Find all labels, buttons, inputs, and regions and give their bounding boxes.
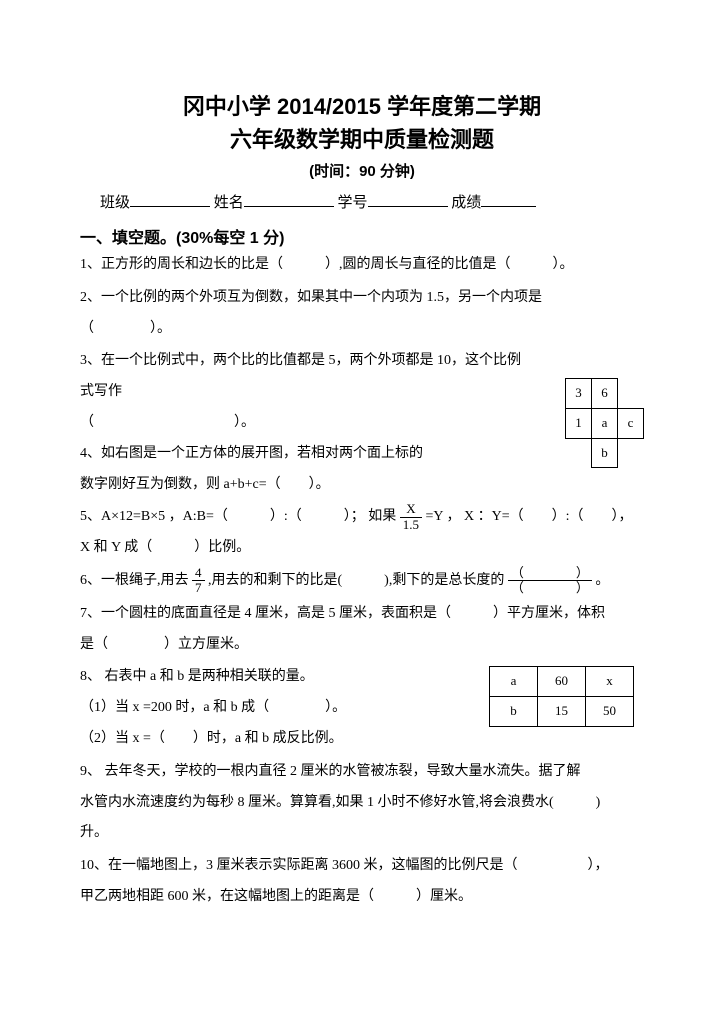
q8-cell: 60 <box>538 667 586 697</box>
net-cell: 1 <box>566 408 592 438</box>
subtitle: (时间：90 分钟) <box>80 160 644 181</box>
question-7: 7、一个圆柱的底面直径是 4 厘米，高是 5 厘米，表面积是（ ）平方厘米，体积… <box>80 599 644 661</box>
frac-den: 7 <box>192 581 205 595</box>
q8-text-a: 8、 右表中 a 和 b 是两种相关联的量。 <box>80 669 314 684</box>
q6-text-c: 。 <box>595 573 609 588</box>
question-9: 9、 去年冬天，学校的一根内直径 2 厘米的水管被冻裂，导致大量水流失。据了解 … <box>80 757 644 849</box>
cube-net-diagram: 3 6 1 a c b <box>540 378 645 468</box>
q8-text-b: （1）当 x =200 时，a 和 b 成（ ）。 <box>80 700 346 715</box>
frac-den: 1.5 <box>400 518 422 532</box>
score-label: 成绩 <box>451 195 481 211</box>
fraction-4-7: 4 7 <box>192 566 205 596</box>
question-8: 8、 右表中 a 和 b 是两种相关联的量。 （1）当 x =200 时，a 和… <box>80 662 644 754</box>
net-cell: 3 <box>566 379 592 409</box>
title-line-2: 六年级数学期中质量检测题 <box>80 123 644 156</box>
q9-text-a: 9、 去年冬天，学校的一根内直径 2 厘米的水管被冻裂，导致大量水流失。据了解 <box>80 764 581 779</box>
id-label: 学号 <box>338 195 368 211</box>
q3-text-b: （ ）。 <box>80 415 255 430</box>
question-5: 5、A×12=B×5 ，A:B=（ ）:（ ）； 如果 X 1.5 =Y ， X… <box>80 502 644 564</box>
cube-net-table: 3 6 1 a c b <box>540 378 645 468</box>
q8-text-c: （2）当 x =（ ）时，a 和 b 成反比例。 <box>80 731 343 746</box>
q5-text-b: =Y ， X ：Y=（ ）:（ ）， <box>426 509 633 524</box>
q6-text-b: ,用去的和剩下的比是( ),剩下的是总长度的 <box>208 573 508 588</box>
q2-text-b: （ ）。 <box>80 321 171 336</box>
q2-text-a: 2、一个比例的两个外项互为倒数，如果其中一个内项为 1.5，另一个内项是 <box>80 290 542 305</box>
fraction-x-over-1-5: X 1.5 <box>400 502 422 532</box>
q7-text-b: 是（ ）立方厘米。 <box>80 637 248 652</box>
q8-cell: a <box>490 667 538 697</box>
frac-den: （ ） <box>508 581 592 595</box>
q4-text-a: 4、如右图是一个正方体的展开图，若相对两个面上标的 <box>80 446 423 461</box>
class-label: 班级 <box>100 195 130 211</box>
net-cell: c <box>618 408 644 438</box>
fraction-blank: （ ） （ ） <box>508 566 592 596</box>
q8-cell: x <box>586 667 634 697</box>
name-label: 姓名 <box>214 195 244 211</box>
q8-cell: b <box>490 696 538 726</box>
question-1: 1、正方形的周长和边长的比是（ ）,圆的周长与直径的比值是（ ）。 <box>80 250 644 281</box>
exam-page: 冈中小学 2014/2015 学年度第二学期 六年级数学期中质量检测题 (时间：… <box>0 0 724 1023</box>
student-info-line: 班级 姓名 学号 成绩 <box>80 191 644 212</box>
question-10: 10、在一幅地图上，3 厘米表示实际距离 3600 米，这幅图的比例尺是（ ），… <box>80 851 644 913</box>
question-2: 2、一个比例的两个外项互为倒数，如果其中一个内项为 1.5，另一个内项是 （ ）… <box>80 283 644 345</box>
q7-text-a: 7、一个圆柱的底面直径是 4 厘米，高是 5 厘米，表面积是（ ）平方厘米，体积 <box>80 606 605 621</box>
q4-text-b: 数字刚好互为倒数，则 a+b+c=（ ）。 <box>80 477 330 492</box>
q9-text-c: 升。 <box>80 825 108 840</box>
question-6: 6、一根绳子,用去 4 7 ,用去的和剩下的比是( ),剩下的是总长度的 （ ）… <box>80 566 644 597</box>
q10-text-b: 甲乙两地相距 600 米，在这幅地图上的距离是（ ）厘米。 <box>80 889 472 904</box>
q8-table: a 60 x b 15 50 <box>489 666 634 726</box>
q9-text-b: 水管内水流速度约为每秒 8 厘米。算算看,如果 1 小时不修好水管,将会浪费水(… <box>80 795 600 810</box>
question-3-4-block: 3、在一个比例式中，两个比的比值都是 5，两个外项都是 10，这个比例式写作 （… <box>80 346 644 500</box>
q5-text-a: 5、A×12=B×5 ，A:B=（ ）:（ ）； 如果 <box>80 509 396 524</box>
net-cell: a <box>592 408 618 438</box>
q8-cell: 15 <box>538 696 586 726</box>
q10-text-a: 10、在一幅地图上，3 厘米表示实际距离 3600 米，这幅图的比例尺是（ ）， <box>80 858 609 873</box>
net-cell: 6 <box>592 379 618 409</box>
section-1-heading: 一、填空题。(30%每空 1 分) <box>80 224 644 248</box>
frac-num: X <box>400 502 422 517</box>
frac-num: （ ） <box>508 566 592 581</box>
q6-text-a: 6、一根绳子,用去 <box>80 573 189 588</box>
q5-text-c: X 和 Y 成（ ）比例。 <box>80 540 250 555</box>
frac-num: 4 <box>192 566 205 581</box>
title-line-1: 冈中小学 2014/2015 学年度第二学期 <box>80 90 644 123</box>
q3-text-a: 3、在一个比例式中，两个比的比值都是 5，两个外项都是 10，这个比例式写作 <box>80 353 521 399</box>
q8-cell: 50 <box>586 696 634 726</box>
net-cell: b <box>592 438 618 468</box>
